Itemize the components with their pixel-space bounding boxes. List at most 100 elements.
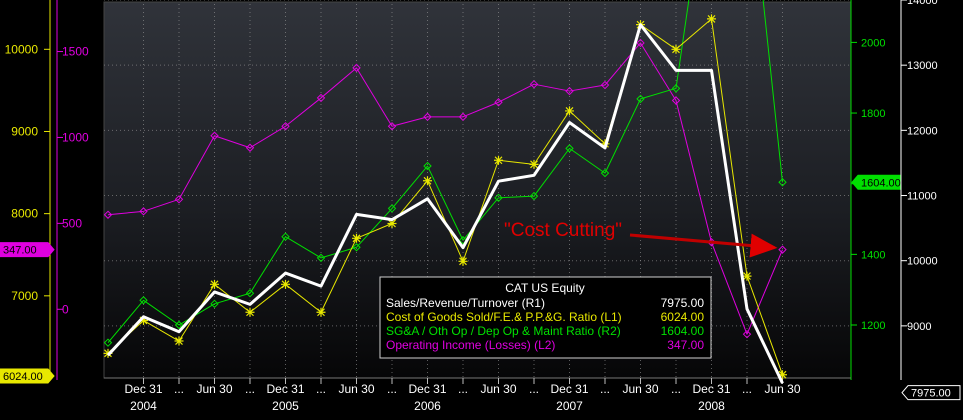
last-value-tag: [0, 242, 55, 258]
series-marker: [742, 271, 752, 281]
legend-rows: Sales/Revenue/Turnover (R1) 7975.00 Cost o…: [386, 296, 704, 352]
series-marker: [103, 338, 113, 347]
axis-l1: 7000 8000 9000 10000: [5, 0, 51, 380]
series-marker: [245, 307, 255, 317]
x-tick-label: Jun 30: [622, 382, 658, 396]
x-tick-label: Dec 31: [266, 382, 304, 396]
last-value-tag: [851, 174, 901, 190]
series-line: [106, 23, 784, 384]
legend-row-label: SG&A / Oth Op / Dep Op & Maint Ratio (R2…: [386, 324, 621, 338]
series-marker: [139, 296, 148, 305]
x-tick-label: Jun 30: [338, 382, 374, 396]
series-marker: [671, 84, 681, 93]
series-marker: [494, 193, 503, 203]
axis-tick-label: 10000: [5, 42, 39, 56]
axis-l2: 0 500 1000 1500: [56, 0, 89, 380]
x-year-label: 2006: [414, 399, 441, 413]
series-marker: [139, 315, 148, 325]
series-marker: [316, 307, 326, 317]
x-year-label: 2007: [556, 399, 583, 413]
annotation-cost-cutting: "Cost Cutting": [504, 220, 622, 241]
x-tick-label: ...: [245, 382, 255, 396]
axis-tick-label: 14000: [907, 0, 938, 7]
series-marker: [671, 96, 681, 105]
series-marker: [423, 112, 432, 122]
legend-row-value: 6024.00: [661, 310, 705, 324]
legend-title: CAT US Equity: [505, 281, 585, 295]
x-tick-label: ...: [316, 382, 326, 396]
series-marker: [423, 176, 432, 186]
axis-tick-label: 11000: [907, 191, 937, 203]
x-tick-label: ...: [387, 382, 397, 396]
x-axis: Dec 31... Jun 30... Dec 31... Jun 30... Dec …: [104, 377, 851, 413]
series-marker: [281, 232, 290, 241]
x-tick-label: Dec 31: [550, 382, 588, 396]
series-line: [107, 0, 783, 343]
last-value-tag-text: 347.00: [3, 245, 37, 257]
last-value-tag-text: 7975.00: [911, 388, 951, 400]
axis-tick-label: 13000: [907, 60, 938, 72]
axis-tick-label: 1400: [861, 249, 885, 261]
last-value-tag: [0, 368, 55, 384]
series-marker: [565, 144, 574, 153]
x-tick-label: ...: [458, 382, 468, 396]
series-marker: [600, 80, 610, 90]
series-marker: [529, 191, 539, 201]
axis-tick-label: 10000: [907, 256, 938, 268]
series-marker: [458, 236, 468, 245]
series-marker: [352, 63, 361, 73]
axis-tick-label: 500: [62, 216, 82, 230]
series-marker: [636, 94, 645, 104]
x-tick-label: ...: [529, 382, 539, 396]
series-marker: [316, 253, 326, 263]
axis-tick-label: 1800: [861, 108, 885, 120]
x-tick-label: ...: [671, 382, 681, 396]
series-marker: [529, 159, 539, 169]
legend-row-label: Operating Income (Losses) (L2): [386, 338, 555, 352]
series-marker: [387, 219, 397, 229]
series-marker: [316, 93, 326, 103]
series-marker: [387, 122, 397, 131]
axis-tick-label: 9000: [11, 124, 38, 138]
series-marker: [103, 210, 113, 219]
series-marker: [245, 289, 255, 298]
series-marker: [494, 155, 503, 165]
series-marker: [600, 168, 610, 178]
x-tick-label: ...: [174, 382, 184, 396]
series-marker: [281, 122, 290, 131]
x-year-label: 2008: [698, 399, 725, 413]
legend-row-label: Cost of Goods Sold/F.E.& P.P.&G. Ratio (…: [386, 310, 622, 324]
x-tick-label: Dec 31: [124, 382, 162, 396]
axis-tick-label: 1000: [62, 130, 89, 144]
axis-r2: 12001400160018002000: [850, 0, 885, 380]
series-marker: [458, 256, 468, 266]
legend-row-value: 7975.00: [661, 296, 705, 310]
grid-lines: [104, 0, 851, 378]
series-line: [107, 42, 783, 335]
axis-tick-label: 0: [62, 302, 69, 316]
series-marker: [423, 161, 432, 171]
axis-tick-label: 1500: [62, 45, 89, 59]
axis-tick-label: 7000: [11, 289, 38, 303]
series-marker: [565, 106, 574, 116]
legend-box: [379, 276, 712, 359]
series-marker: [139, 207, 148, 216]
annotation: "Cost Cutting": [504, 220, 778, 258]
x-tick-label: Jun 30: [196, 382, 232, 396]
series-marker: [387, 204, 397, 213]
x-year-label: 2004: [130, 399, 157, 413]
legend-row-value: 1604.00: [661, 324, 705, 338]
x-tick-label: Dec 31: [408, 382, 446, 396]
axis-tick-label: 9000: [907, 321, 931, 333]
axis-tick-label: 8000: [11, 207, 38, 221]
x-tick-label: ...: [600, 382, 610, 396]
series-marker: [707, 14, 716, 24]
series-marker: [529, 79, 539, 89]
x-tick-label: ...: [742, 382, 752, 396]
series-marker: [671, 44, 681, 54]
legend: CAT US Equity Sales/Revenue/Turnover (R1…: [379, 276, 712, 359]
x-tick-label: Dec 31: [692, 382, 730, 396]
series-marker: [458, 112, 468, 122]
series-marker: [778, 178, 787, 187]
